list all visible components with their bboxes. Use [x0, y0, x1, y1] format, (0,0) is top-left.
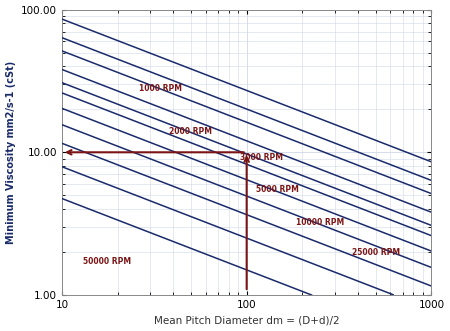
Text: 25000 RPM: 25000 RPM [351, 248, 400, 257]
Text: 1000 RPM: 1000 RPM [139, 84, 182, 93]
Text: 10000 RPM: 10000 RPM [296, 218, 344, 227]
Text: 5000 RPM: 5000 RPM [256, 185, 299, 194]
Text: 3000 RPM: 3000 RPM [240, 153, 283, 162]
X-axis label: Mean Pitch Diameter dm = (D+d)/2: Mean Pitch Diameter dm = (D+d)/2 [154, 315, 339, 325]
Y-axis label: Minimum Viscosity mm2/s-1 (cSt): Minimum Viscosity mm2/s-1 (cSt) [5, 61, 16, 244]
Text: 50000 RPM: 50000 RPM [83, 257, 131, 266]
Text: 2000 RPM: 2000 RPM [169, 127, 212, 136]
